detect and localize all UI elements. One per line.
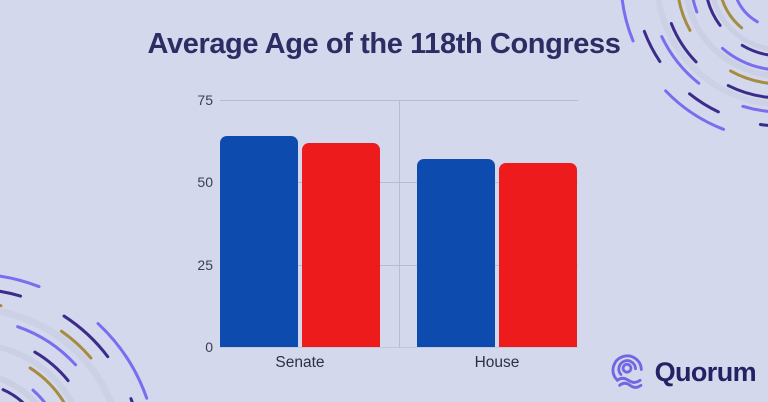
y-tick-label: 75 — [197, 92, 213, 108]
y-tick-label: 0 — [205, 339, 213, 355]
bar-chart: 0 25 50 75 Senate House — [185, 90, 585, 380]
logo-text: Quorum — [654, 356, 757, 387]
bar-house-blue-bars — [417, 159, 495, 347]
gridline-vertical — [399, 100, 400, 347]
bar-senate-blue-bars — [220, 136, 298, 347]
y-tick-label: 25 — [197, 256, 213, 273]
x-label-senate: Senate — [275, 354, 325, 371]
x-label-house: House — [474, 354, 520, 371]
corner-arcs-top-right — [620, 0, 768, 141]
quorum-spiral-icon — [611, 354, 643, 389]
bar-house-red-bars — [499, 162, 577, 347]
page-title: Average Age of the 118th Congress — [147, 28, 621, 60]
corner-arcs-bottom-left — [0, 274, 150, 402]
gridline-0 — [220, 347, 578, 348]
bar-senate-red-bars — [302, 142, 380, 347]
quorum-logo: Quorum — [608, 352, 757, 392]
y-tick-label: 50 — [197, 174, 213, 191]
